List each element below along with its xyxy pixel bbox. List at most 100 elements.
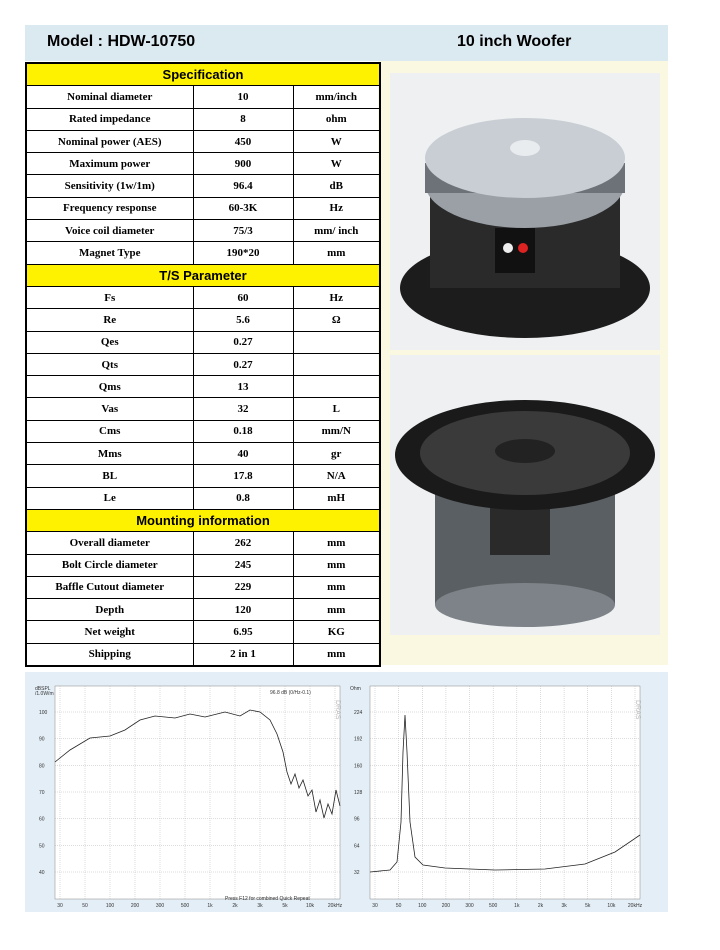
photo-top bbox=[390, 73, 660, 350]
x-label: 200 bbox=[131, 903, 140, 909]
section-row: Specification bbox=[25, 62, 381, 87]
spec-row: Bolt Circle diameter 245 mm bbox=[25, 553, 381, 577]
cell-value: 0.27 bbox=[192, 330, 294, 354]
x-label: 3k bbox=[561, 903, 567, 909]
header-bar: Model : HDW-10750 10 inch Woofer bbox=[25, 25, 668, 61]
cell-name: Fs bbox=[25, 285, 194, 310]
y-label: 128 bbox=[354, 790, 363, 796]
cell-name: Vas bbox=[25, 397, 194, 421]
cell-unit bbox=[292, 352, 381, 377]
y-label: 90 bbox=[39, 737, 45, 743]
cell-name: Bolt Circle diameter bbox=[25, 553, 194, 577]
cell-value: 0.8 bbox=[192, 486, 294, 510]
spec-row: Nominal diameter 10 mm/inch bbox=[25, 85, 381, 109]
cell-value: 60-3K bbox=[192, 196, 294, 221]
cell-value: 245 bbox=[192, 553, 294, 577]
x-label: 20kHz bbox=[328, 903, 343, 909]
model-title: Model : HDW-10750 bbox=[47, 33, 196, 50]
x-label: 5k bbox=[585, 903, 591, 909]
cell-value: 13 bbox=[192, 375, 294, 399]
x-label: 30 bbox=[372, 903, 378, 909]
cell-unit: mm/ inch bbox=[292, 219, 381, 243]
cell-name: Rated impedance bbox=[25, 107, 194, 131]
section-title: T/S Parameter bbox=[25, 263, 381, 287]
x-label: 2k bbox=[232, 903, 238, 909]
x-label: 1k bbox=[207, 903, 213, 909]
speaker-back bbox=[400, 118, 650, 338]
cell-unit: W bbox=[292, 152, 381, 176]
cell-unit: mm bbox=[292, 642, 381, 667]
spec-row: Nominal power (AES) 450 W bbox=[25, 129, 381, 154]
cell-value: 60 bbox=[192, 285, 294, 310]
footer: Press F12 for combined Quick Repeat bbox=[225, 896, 310, 902]
graphs: 100 90 80 70 60 50 40 30 50 100 200 300 500 1k 2k 3k 5k 1… bbox=[35, 685, 643, 909]
y-label: 32 bbox=[354, 870, 360, 876]
x-label: 30 bbox=[57, 903, 63, 909]
cell-value: 17.8 bbox=[192, 464, 294, 488]
spec-row: Depth 120 mm bbox=[25, 598, 381, 622]
cell-name: Le bbox=[25, 486, 194, 510]
cell-value: 120 bbox=[192, 598, 294, 622]
cell-unit: mm bbox=[292, 553, 381, 577]
y-label: 70 bbox=[39, 790, 45, 796]
section-row: Mounting information bbox=[25, 508, 381, 533]
cell-value: 96.4 bbox=[192, 174, 294, 198]
note: 96.8 dB (0/Hz-0.1) bbox=[270, 690, 311, 696]
cell-name: Voice coil diameter bbox=[25, 219, 194, 243]
unit-label: /1.0W/m bbox=[35, 691, 54, 697]
x-label: 200 bbox=[442, 903, 451, 909]
cell-unit: mm/inch bbox=[292, 85, 381, 109]
cell-unit: mH bbox=[292, 486, 381, 510]
plot-bg bbox=[369, 685, 641, 900]
unit-label: dBSPL bbox=[35, 686, 51, 692]
cell-value: 0.18 bbox=[192, 419, 294, 444]
cell-unit: dB bbox=[292, 174, 381, 198]
section-title: Mounting information bbox=[25, 508, 381, 533]
cell-value: 262 bbox=[192, 531, 294, 555]
y-label: 192 bbox=[354, 737, 363, 743]
cell-name: Overall diameter bbox=[25, 531, 194, 555]
y-label: 96 bbox=[354, 817, 360, 823]
cell-name: Shipping bbox=[25, 642, 194, 667]
y-label: 80 bbox=[39, 763, 45, 769]
spec-row: Qes 0.27 bbox=[25, 330, 381, 354]
watermark: DRAS bbox=[334, 700, 341, 720]
cell-value: 450 bbox=[192, 129, 294, 154]
cell-unit: Hz bbox=[292, 285, 381, 310]
spec-row: Qms 13 bbox=[25, 375, 381, 399]
response-curve bbox=[54, 709, 341, 819]
cell-name: Mms bbox=[25, 442, 194, 466]
cell-value: 5.6 bbox=[192, 308, 294, 332]
cell-value: 40 bbox=[192, 442, 294, 466]
spec-row: Sensitivity (1w/1m) 96.4 dB bbox=[25, 174, 381, 198]
y-label: 100 bbox=[39, 710, 48, 716]
cell-unit bbox=[292, 330, 381, 354]
cell-unit: Ω bbox=[292, 308, 381, 332]
cell-name: Cms bbox=[25, 419, 194, 444]
cell-unit: mm bbox=[292, 575, 381, 600]
cell-value: 0.27 bbox=[192, 352, 294, 377]
cell-value: 75/3 bbox=[192, 219, 294, 243]
cell-name: Sensitivity (1w/1m) bbox=[25, 174, 194, 198]
x-label: 500 bbox=[181, 903, 190, 909]
cell-value: 900 bbox=[192, 152, 294, 176]
cell-unit: L bbox=[292, 397, 381, 421]
cell-unit: W bbox=[292, 129, 381, 154]
cell-value: 2 in 1 bbox=[192, 642, 294, 667]
spec-table: Specification Nominal diameter 10 mm/inch Ra… bbox=[25, 62, 381, 668]
y-label: 50 bbox=[39, 843, 45, 849]
cell-name: Net weight bbox=[25, 620, 194, 644]
spec-row: Re 5.6 Ω bbox=[25, 308, 381, 332]
spec-row: Fs 60 Hz bbox=[25, 285, 381, 310]
x-label: 500 bbox=[489, 903, 498, 909]
spec-row: Frequency response 60-3K Hz bbox=[25, 196, 381, 221]
spec-row: Magnet Type 190*20 mm bbox=[25, 241, 381, 265]
y-label: 64 bbox=[354, 843, 360, 849]
cell-name: Nominal power (AES) bbox=[25, 129, 194, 154]
x-label: 5k bbox=[282, 903, 288, 909]
spec-row: Voice coil diameter 75/3 mm/ inch bbox=[25, 219, 381, 243]
x-label: 10k bbox=[607, 903, 616, 909]
unit-label: Ohm bbox=[350, 686, 361, 692]
x-label: 50 bbox=[82, 903, 88, 909]
